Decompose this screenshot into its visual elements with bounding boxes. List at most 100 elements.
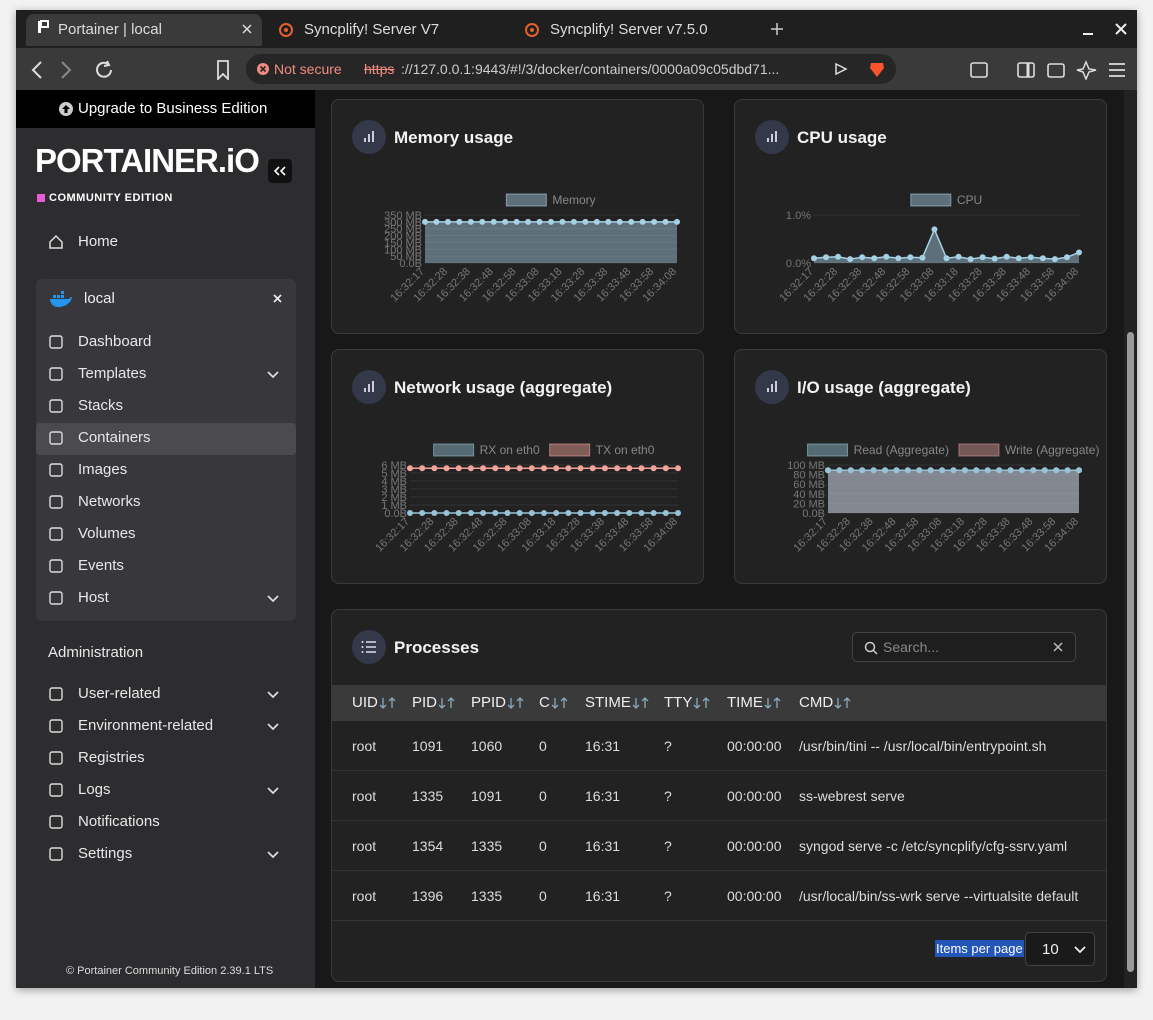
tab-title[interactable]: Portainer | local [58,21,162,38]
nav-item[interactable]: Images [78,461,128,478]
point [467,218,474,225]
nav-item[interactable]: Logs [78,781,111,798]
nav-item[interactable]: Host [78,589,109,606]
point [490,218,497,225]
column-header[interactable]: TTY [664,694,693,711]
table-cell: 1091 [412,738,444,754]
legend-label: TX on eth0 [596,443,655,457]
collapse-button[interactable] [268,159,292,183]
close-window[interactable] [1115,23,1127,35]
legend-swatch [433,443,475,457]
menu-icon [49,527,63,541]
nav-item[interactable]: Containers [78,429,151,446]
column-header[interactable]: STIME [585,694,631,711]
column-header[interactable]: CMD [799,694,834,711]
bar-icon [767,381,777,392]
nav-item[interactable]: Environment-related [78,717,214,734]
point [422,218,428,225]
nav-item[interactable]: Registries [78,749,145,766]
active-tab[interactable] [26,14,262,46]
brave-icon[interactable] [868,60,886,78]
table-cell: ? [664,838,672,854]
share[interactable] [834,62,848,76]
chevron [267,595,279,603]
url-scheme: https [364,61,395,77]
chevron-path [267,371,279,379]
menu-icon-shape [49,527,63,541]
point [528,465,535,472]
nav-item[interactable]: Templates [78,365,147,382]
chart-title: CPU usage [797,128,887,147]
y-tick-label: 0.0B [802,508,825,520]
nav-item[interactable]: Networks [78,493,141,510]
point [443,465,450,472]
items-per-page-select[interactable]: 10 [1025,932,1095,966]
point [871,255,878,262]
sort-icon [438,697,455,709]
toolbar-icons[interactable] [966,60,1126,80]
column-header[interactable]: PID [412,694,438,711]
legend-label: CPU [957,193,982,207]
point [931,226,938,233]
environment-box: local Dashboard Templates Stacks Containers… [36,279,296,621]
point [614,510,621,516]
table-cell: 00:00:00 [727,738,782,754]
menu-icon-shape [49,399,63,413]
table-cell: 1335 [471,888,503,904]
nav-item[interactable]: User-related [78,685,161,702]
tab-favicon [525,23,539,37]
column-header[interactable]: UID [352,694,378,711]
nav-buttons[interactable] [28,60,128,80]
point [835,253,842,260]
new-tab[interactable] [770,22,784,36]
table-cell: 16:31 [585,888,621,904]
upgrade-bar[interactable]: Upgrade to Business Edition [16,90,315,128]
row-divider [332,870,1106,871]
column-header[interactable]: TIME [727,694,763,711]
point [502,218,509,225]
y-tick-label: 0.0% [786,258,811,270]
administration-heading: Administration [48,644,144,661]
tab-title[interactable]: Syncplify! Server v7.5.0 [550,21,708,38]
bookmark[interactable] [216,60,230,80]
scrollbar[interactable] [1124,90,1137,988]
nav-item[interactable]: Notifications [78,813,160,830]
nav-item[interactable]: Volumes [78,525,136,542]
menu-icon [49,495,63,509]
nav-home[interactable]: Home [78,233,119,250]
legend-swatch [549,443,591,457]
y-tick-label: 300 MB [384,217,422,229]
environment-close[interactable] [273,294,282,303]
point [480,465,487,472]
point [1076,467,1082,474]
table-cell: root [352,788,377,804]
search-clear[interactable] [1053,642,1063,652]
nav-item[interactable]: Events [78,557,124,574]
point [882,467,889,474]
point [650,465,657,472]
tab-title[interactable]: Syncplify! Server V7 [304,21,440,38]
point [541,465,547,472]
column-header[interactable]: PPID [471,694,507,711]
point [601,465,608,472]
scrollbar-thumb[interactable] [1127,332,1134,972]
point [516,510,523,516]
nav-item[interactable]: Settings [78,845,133,862]
tab-close[interactable] [242,24,252,34]
minimize[interactable] [1082,24,1094,36]
collapse-icon [273,166,286,176]
menu-icon [49,751,63,765]
legend-swatch [807,443,849,457]
point [577,510,584,516]
chevron [267,723,279,731]
nav-item[interactable]: Stacks [78,397,124,414]
url-field[interactable]: Not secure https ://127.0.0.1:9443/#!/3/… [246,54,896,84]
search-box[interactable]: Search... [852,632,1076,662]
menu-icon [49,335,63,349]
nav-item[interactable]: Dashboard [78,333,152,350]
bar-icon-path [767,381,777,392]
y-tick-label: 1 MB [381,500,407,512]
column-header[interactable]: C [539,694,550,711]
menu-icon-shape [49,559,63,573]
menu-icon-shape [49,591,63,605]
